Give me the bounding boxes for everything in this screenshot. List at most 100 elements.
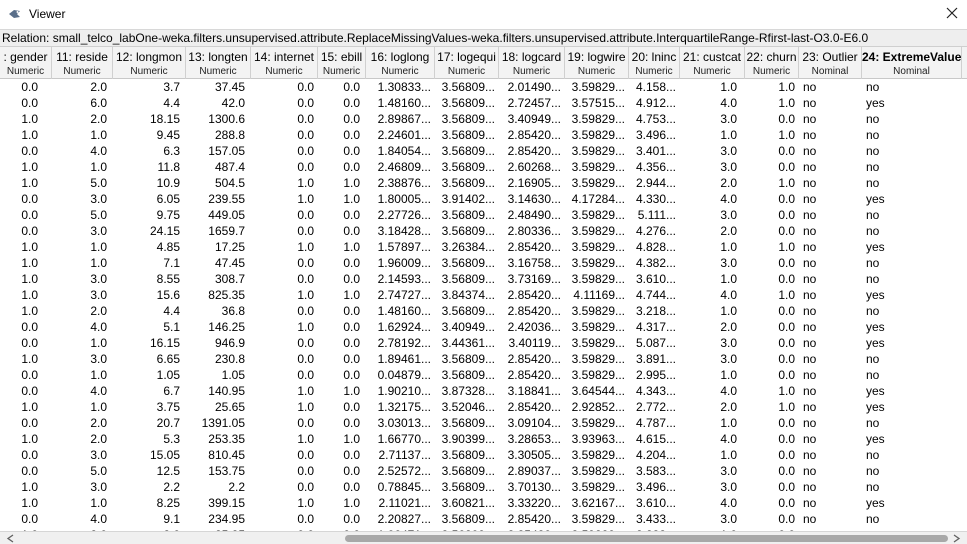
table-cell[interactable]: 1.0 <box>343 432 360 446</box>
table-cell[interactable]: 1.0 <box>297 192 314 206</box>
table-cell[interactable]: no <box>803 176 817 190</box>
table-cell[interactable]: 0.0 <box>297 224 314 238</box>
table-cell[interactable]: 3.18428... <box>377 224 431 238</box>
table-cell[interactable]: 0.0 <box>778 448 795 462</box>
table-cell[interactable]: 1300.6 <box>208 112 245 126</box>
table-cell[interactable]: 0.0 <box>778 432 795 446</box>
table-cell[interactable]: 0.0 <box>778 112 795 126</box>
table-cell[interactable]: 3.60821... <box>441 496 495 510</box>
table-cell[interactable]: 3.33220... <box>507 496 561 510</box>
table-cell[interactable]: 2.42036... <box>507 320 561 334</box>
table-cell[interactable]: 6.7 <box>163 384 180 398</box>
table-cell[interactable]: 0.0 <box>343 352 360 366</box>
table-cell[interactable]: 4.4 <box>163 96 180 110</box>
table-cell[interactable]: no <box>803 320 817 334</box>
table-cell[interactable]: 2.0 <box>720 224 737 238</box>
table-cell[interactable]: 0.0 <box>21 448 38 462</box>
table-cell[interactable]: 3.56809... <box>441 256 495 270</box>
table-cell[interactable]: 1.0 <box>297 432 314 446</box>
table-cell[interactable]: no <box>866 112 880 126</box>
table-cell[interactable]: 2.833... <box>629 527 680 531</box>
table-cell[interactable]: 3.56809... <box>441 160 495 174</box>
table-cell[interactable]: 20.7 <box>156 416 180 430</box>
table-cell[interactable]: 36.8 <box>221 304 245 318</box>
table-cell[interactable]: 1.0 <box>297 288 314 302</box>
table-cell[interactable]: 0.0 <box>21 208 38 222</box>
table-cell[interactable]: 3.56809... <box>441 448 495 462</box>
table-cell[interactable]: 5.111... <box>637 208 676 222</box>
table-cell[interactable]: 1.0 <box>21 128 38 142</box>
table-cell[interactable]: 8.55 <box>156 272 180 286</box>
table-cell[interactable]: 2.27726... <box>377 208 431 222</box>
table-cell[interactable]: 4.382... <box>635 256 676 270</box>
table-cell[interactable]: 3.57515... <box>571 96 625 110</box>
table-cell[interactable]: 1.0 <box>297 320 314 334</box>
table-cell[interactable]: 18.15 <box>149 112 180 126</box>
table-cell[interactable]: no <box>866 272 880 286</box>
column-header[interactable]: 12: longmon Numeric <box>113 47 186 79</box>
column-header[interactable]: 24: ExtremeValue Nominal <box>862 47 962 79</box>
table-cell[interactable]: 9.45 <box>156 128 180 142</box>
table-cell[interactable]: 3.59829... <box>571 368 625 382</box>
table-cell[interactable]: 2.0 <box>90 112 107 126</box>
table-cell[interactable]: 1.48160... <box>377 304 431 318</box>
table-cell[interactable]: no <box>862 527 962 531</box>
table-cell[interactable]: 1.0 <box>21 304 38 318</box>
table-cell[interactable]: 1.0 <box>720 416 737 430</box>
table-cell[interactable]: 0.0 <box>778 256 795 270</box>
table-cell[interactable]: 2.85420... <box>507 352 561 366</box>
table-row[interactable]: 1.0 1.0 9.45 288.8 0.0 0.0 2.24601... 3.56809..… <box>0 127 967 143</box>
table-cell[interactable]: 0.0 <box>297 352 314 366</box>
table-cell[interactable]: 1.0 <box>778 384 795 398</box>
table-cell[interactable]: 4.828... <box>635 240 676 254</box>
table-row[interactable]: 1.0 2.0 4.4 36.8 0.0 0.0 1.48160... 3.56809... 2… <box>0 303 967 319</box>
table-cell[interactable]: 399.15 <box>208 496 245 510</box>
table-cell[interactable]: 0.0 <box>21 416 38 430</box>
table-cell[interactable]: 3.56809... <box>441 224 495 238</box>
table-cell[interactable]: yes <box>866 288 885 302</box>
table-row[interactable]: 0.0 3.0 15.05 810.45 0.0 0.0 2.71137... 3.56809… <box>0 447 967 463</box>
table-cell[interactable]: 0.0 <box>778 144 795 158</box>
column-header[interactable]: 13: longten Numeric <box>186 47 251 79</box>
table-cell[interactable]: 0.0 <box>778 368 795 382</box>
table-cell[interactable]: 3.401... <box>635 144 676 158</box>
table-cell[interactable]: 0.0 <box>297 304 314 318</box>
table-cell[interactable]: 1.0 <box>680 527 745 531</box>
table-cell[interactable]: 3.56809... <box>441 128 495 142</box>
table-cell[interactable]: 2.46809... <box>377 160 431 174</box>
table-cell[interactable]: 3.59829... <box>571 320 625 334</box>
table-cell[interactable]: 1.0 <box>21 272 38 286</box>
table-cell[interactable]: 0.0 <box>297 272 314 286</box>
table-cell[interactable]: 3.93963... <box>571 432 625 446</box>
table-cell[interactable]: 1.0 <box>21 112 38 126</box>
table-cell[interactable]: 153.75 <box>208 464 245 478</box>
table-cell[interactable]: no <box>803 336 817 350</box>
table-cell[interactable]: 0.0 <box>343 448 360 462</box>
table-cell[interactable]: 0.0 <box>297 336 314 350</box>
table-cell[interactable]: 5.0 <box>90 176 107 190</box>
table-cell[interactable]: 1.0 <box>90 496 107 510</box>
column-header[interactable]: 19: logwire Numeric <box>565 47 629 79</box>
table-cell[interactable]: 1.57897... <box>377 240 431 254</box>
table-cell[interactable]: 2.995... <box>635 368 676 382</box>
table-cell[interactable]: 0.0 <box>297 96 314 110</box>
table-cell[interactable]: 3.56809... <box>441 480 495 494</box>
table-cell[interactable]: no <box>799 527 862 531</box>
table-cell[interactable]: 4.317... <box>635 320 676 334</box>
table-cell[interactable]: 0.0 <box>745 527 799 531</box>
table-cell[interactable]: 4.158... <box>635 80 676 94</box>
table-cell[interactable]: 1.05 <box>156 368 180 382</box>
table-cell[interactable]: 4.787... <box>635 416 676 430</box>
table-cell[interactable]: no <box>803 144 817 158</box>
table-cell[interactable]: 2.85420... <box>507 144 561 158</box>
table-cell[interactable]: no <box>866 160 880 174</box>
table-cell[interactable]: 3.18841... <box>507 384 561 398</box>
table-cell[interactable]: 1.0 <box>297 496 314 510</box>
table-row[interactable]: 0.0 4.0 6.3 157.05 0.0 0.0 1.84054... 3.56809..… <box>0 143 967 159</box>
table-cell[interactable]: 2.2 <box>163 480 180 494</box>
table-cell[interactable]: 3.91402... <box>441 192 495 206</box>
table-row[interactable]: 1.0 1.0 4.85 17.25 1.0 1.0 1.57897... 3.26384..… <box>0 239 967 255</box>
table-cell[interactable]: 1.0 <box>297 176 314 190</box>
table-cell[interactable]: 1.0 <box>90 160 107 174</box>
table-cell[interactable]: 3.56809... <box>441 208 495 222</box>
